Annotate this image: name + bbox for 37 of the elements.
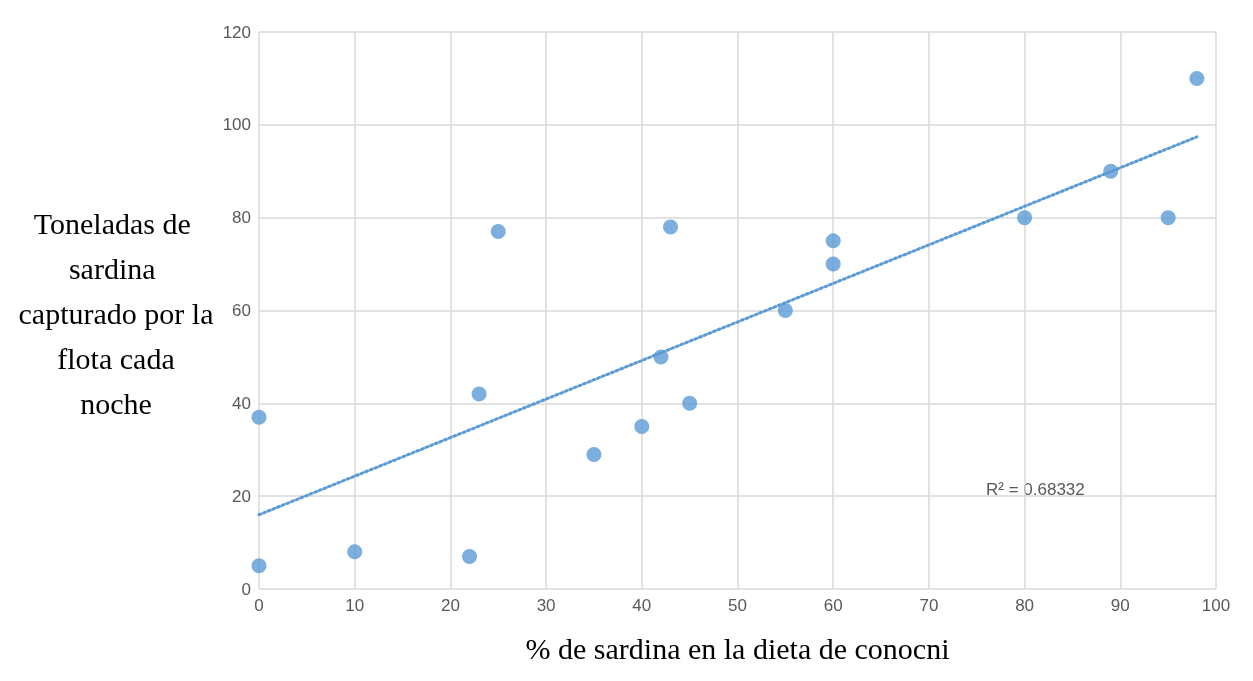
point	[490, 224, 506, 240]
point	[825, 256, 841, 272]
point	[251, 558, 267, 574]
point	[462, 549, 478, 564]
annotation: R² = 0.68332	[986, 479, 1085, 499]
point	[1160, 210, 1176, 226]
point	[634, 419, 650, 435]
x-tick-label: 10	[345, 596, 365, 615]
point	[777, 303, 793, 318]
x-tick-label: 70	[919, 596, 939, 615]
x-tick-label: 0	[254, 596, 264, 615]
x-tick-label: 60	[823, 596, 843, 615]
y-tick-label: 20	[232, 486, 251, 506]
x-tick-label: 90	[1110, 596, 1130, 615]
x-tick-label: 100	[1201, 596, 1231, 615]
x-tick-label: 40	[632, 596, 652, 615]
x-tick-label: 20	[440, 596, 460, 615]
x-axis-title: % de sardina en la dieta de conocni	[525, 631, 950, 665]
y-axis-title: Toneladas de sardina capturado por la flota cada noche	[18, 206, 214, 420]
x-tick-label: 30	[536, 596, 556, 615]
point	[682, 395, 698, 411]
point	[825, 233, 841, 249]
y-tick-label: 80	[232, 208, 251, 228]
x-tick-label: 50	[728, 596, 747, 615]
y-tick-label: 0	[241, 579, 251, 599]
point	[1189, 70, 1205, 86]
y-tick-label: 100	[222, 115, 251, 135]
point	[251, 409, 267, 425]
point	[586, 446, 602, 462]
point	[347, 544, 363, 560]
y-tick-label: 40	[232, 393, 251, 413]
point	[1017, 210, 1033, 226]
point	[663, 219, 679, 235]
y-tick-label: 120	[222, 22, 251, 42]
point	[471, 386, 487, 402]
y-tick-label: 60	[232, 301, 251, 320]
x-tick-label: 80	[1015, 596, 1035, 615]
